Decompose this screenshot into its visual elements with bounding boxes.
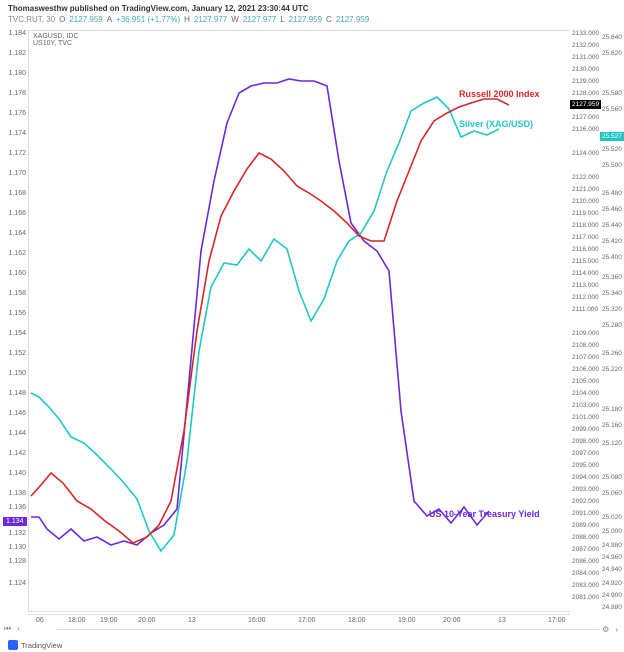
ohlc-line: TVC:RUT, 30 O2127.959 A+36.951 (+1.77%) … (8, 15, 616, 24)
publish-line: Thomaswesthw published on TradingView.co… (8, 4, 616, 13)
tradingview-footer[interactable]: TradingView (8, 640, 62, 650)
nav-right[interactable]: ⚙ › (602, 625, 618, 634)
chart-area[interactable]: XAGUSD, IDCUS10Y, TVC Russell 2000 Index… (28, 30, 570, 612)
marker-right2-value: 25.527 (600, 132, 624, 141)
nav-next-icon[interactable]: › (615, 625, 618, 634)
marker-right1-value: 2127.959 (570, 100, 601, 109)
annotation-treasury: US 10-Year Treasury Yield (429, 509, 540, 519)
y-axis-right-1: 2133.0002132.0002131.0002130.0002129.000… (570, 30, 600, 612)
annotation-russell: Russell 2000 Index (459, 89, 540, 99)
nav-first-icon[interactable]: ⏮ (4, 624, 11, 634)
bottom-bar (57, 629, 599, 643)
settings-icon[interactable]: ⚙ (602, 625, 609, 634)
annotation-silver: Silver (XAG/USD) (459, 119, 533, 129)
nav-left[interactable]: ⏮ ‹ (4, 624, 20, 634)
tradingview-logo-icon (8, 640, 18, 650)
marker-left-value: 1.134 (3, 517, 27, 526)
x-axis: 0618:0019:0020:001316:0017:0018:0019:002… (28, 614, 570, 630)
y-axis-right-2: 25.64025.62025.58025.56025.52025.50025.4… (600, 30, 624, 612)
nav-prev-icon[interactable]: ‹ (17, 624, 20, 634)
